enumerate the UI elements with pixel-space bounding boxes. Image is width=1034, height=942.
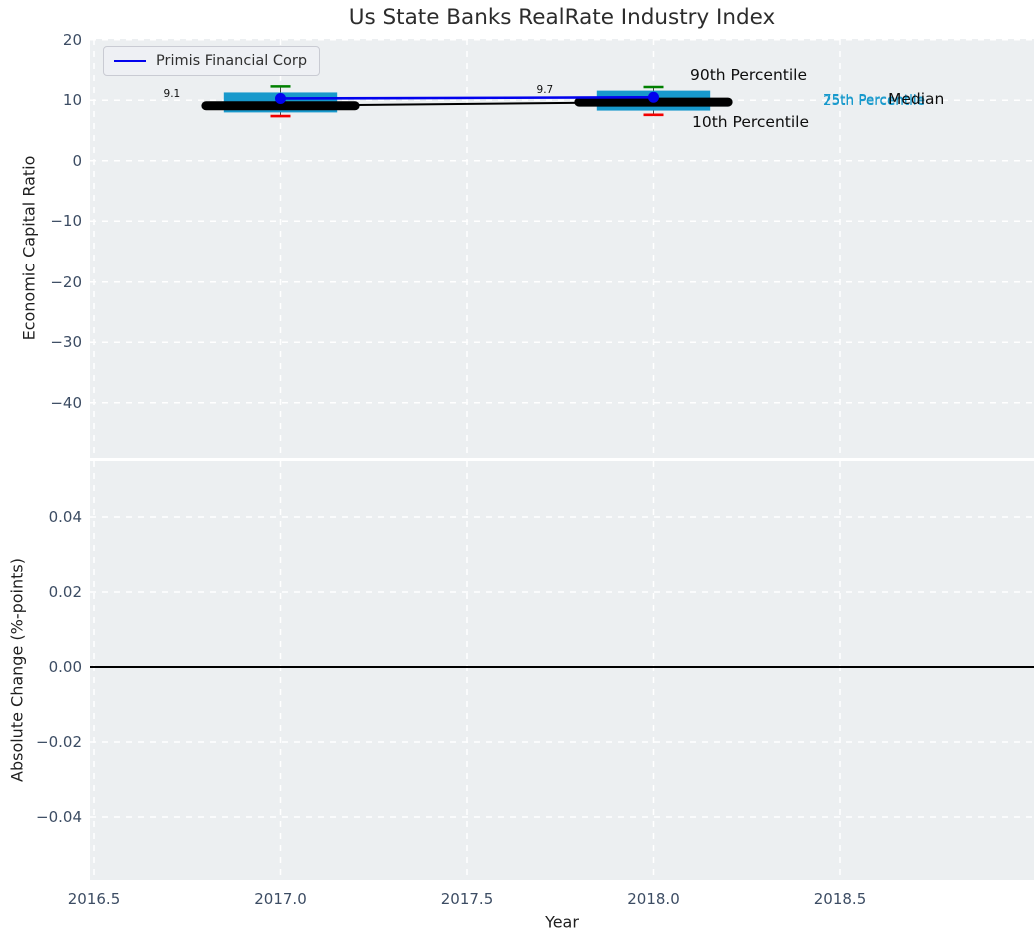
x-tick-label: 2018.5: [813, 890, 867, 908]
x-tick-label: 2016.5: [67, 890, 121, 908]
top-plot-area: [90, 39, 1034, 458]
y-tick-label: −0.02: [36, 733, 82, 751]
bottom-plot-area: [90, 461, 1034, 880]
annotation-90th-percentile: 90th Percentile: [690, 66, 808, 84]
median-value-label: 9.1: [163, 87, 181, 100]
chart-title: Us State Banks RealRate Industry Index: [348, 5, 776, 30]
y-tick-label: −30: [50, 333, 82, 352]
annotation-10th-percentile: 10th Percentile: [692, 113, 810, 131]
y-tick-label: −40: [50, 393, 82, 412]
annotation-25th-percentile: 25th Percentile: [823, 93, 925, 109]
y-tick-label: −10: [50, 212, 82, 231]
y-tick-label: 0.00: [48, 658, 82, 676]
x-tick-label: 2017.5: [440, 890, 494, 908]
x-axis-label: Year: [545, 912, 579, 932]
y-tick-label: 0: [72, 151, 82, 170]
legend-line-icon: [114, 60, 146, 62]
company-dot: [648, 91, 659, 103]
y-tick-label: 10: [62, 91, 82, 110]
company-dot: [275, 92, 286, 104]
y-axis-label-top: Economic Capital Ratio: [19, 155, 39, 341]
y-tick-label: 0.02: [48, 583, 82, 601]
legend-label: Primis Financial Corp: [156, 53, 308, 69]
y-tick-label: −0.04: [36, 808, 82, 826]
y-tick-label: 20: [62, 30, 82, 49]
company-line: [280, 95, 654, 100]
annotation-75th-percentile: 75th Percentile: [823, 92, 925, 108]
legend: Primis Financial Corp: [103, 46, 321, 76]
y-tick-label: 0.04: [48, 508, 82, 526]
y-tick-label: −20: [50, 272, 82, 291]
x-tick-label: 2017.0: [254, 890, 307, 908]
annotation-median: Median: [888, 90, 945, 108]
median-value-label: 9.7: [536, 84, 554, 97]
x-tick-label: 2018.0: [627, 890, 680, 908]
